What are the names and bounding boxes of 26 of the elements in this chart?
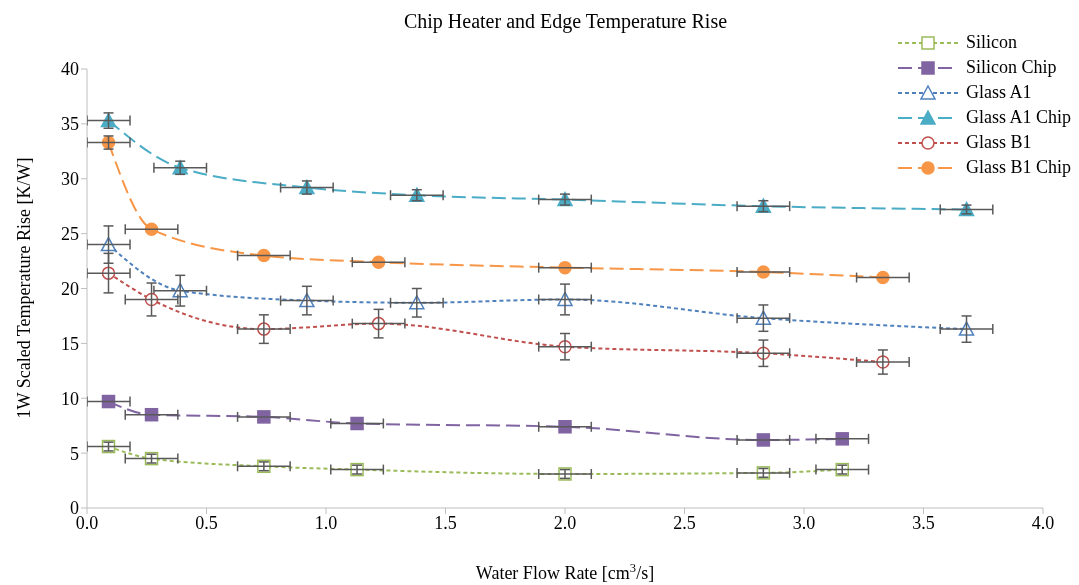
x-tick-label: 4.0 — [1031, 512, 1055, 533]
y-tick-label: 20 — [61, 278, 79, 299]
x-tick-label: 1.0 — [314, 512, 338, 533]
x-tick-label: 3.5 — [912, 512, 935, 533]
y-tick-label: 10 — [61, 388, 79, 409]
x-tick-label: 3.0 — [792, 512, 816, 533]
legend-label: Glass A1 Chip — [965, 106, 1071, 129]
chart-title: Chip Heater and Edge Temperature Rise — [402, 10, 729, 33]
x-tick-label: 2.5 — [673, 512, 696, 533]
legend-label: Silicon Chip — [965, 56, 1057, 79]
legend-label: Glass B1 — [965, 131, 1032, 154]
y-axis-title: 1W Scaled Temperature Rise [K/W] — [14, 157, 34, 419]
legend-label: Glass B1 Chip — [965, 156, 1071, 179]
point — [350, 416, 364, 431]
y-tick-label: 30 — [61, 169, 79, 190]
y-tick-label: 15 — [61, 333, 79, 354]
y-tick-label: 35 — [61, 114, 79, 135]
x-tick-label: 1.5 — [434, 512, 457, 533]
x-tick-label: 2.0 — [553, 512, 577, 533]
y-tick-label: 5 — [70, 443, 79, 464]
legend-label: Glass A1 — [965, 81, 1032, 104]
legend-label: Silicon — [965, 31, 1017, 54]
y-tick-label: 40 — [61, 59, 79, 80]
x-tick-label: 0.5 — [195, 512, 218, 533]
x-axis-title: Water Flow Rate [cm$^{3}$/s] — [475, 561, 655, 583]
y-tick-label: 25 — [61, 224, 79, 245]
